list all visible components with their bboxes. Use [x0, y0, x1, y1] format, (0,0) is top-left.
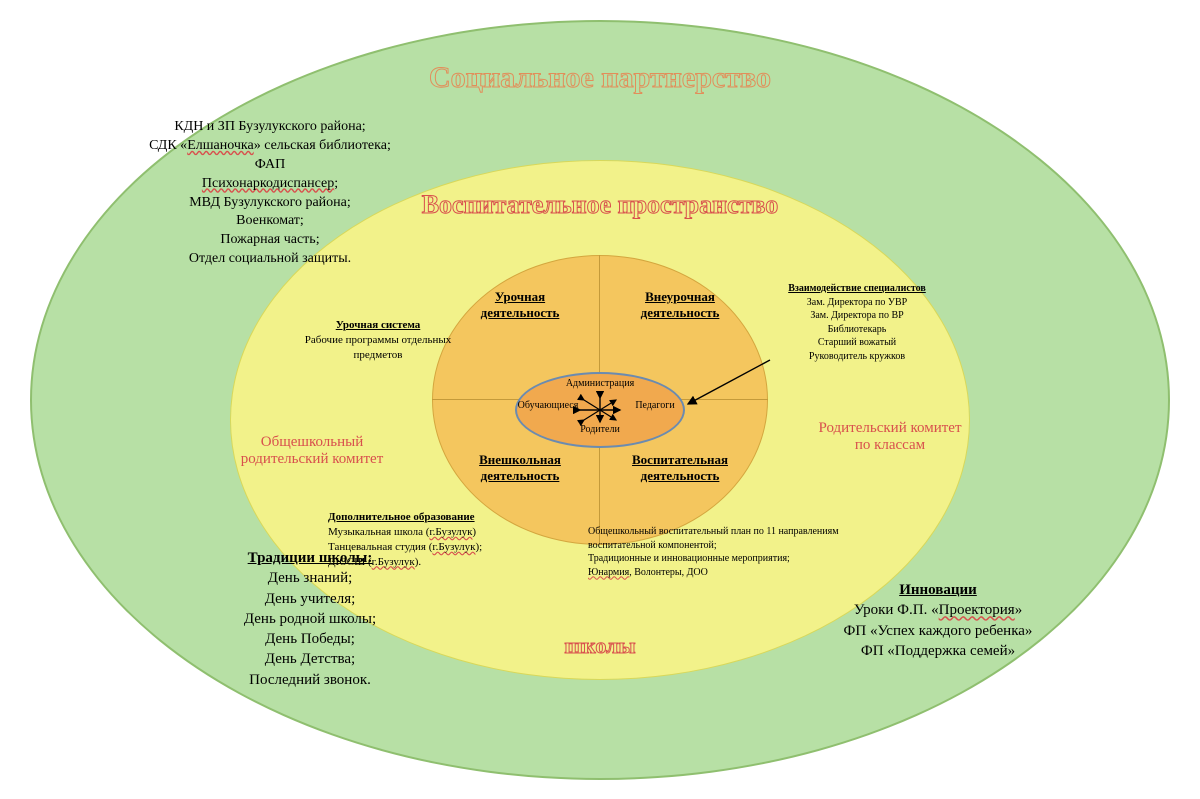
label-parent-committee-school: Общешкольныйродительский комитет	[202, 434, 422, 468]
block-innovations-line: Уроки Ф.П. «Проектория»	[818, 600, 1058, 620]
block-innovations-title: Инновации	[818, 580, 1058, 600]
block-vosp_plan: Общешкольный воспитательный план по 11 н…	[588, 525, 868, 579]
core-label-top: Администрация	[545, 378, 655, 389]
core-cross-arrows-icon	[570, 390, 630, 430]
block-traditions: Традиции школы:День знаний;День учителя;…	[200, 548, 420, 690]
block-partners-line: КДН и ЗП Бузулукского района;	[120, 118, 420, 137]
block-specialists-line: Зам. Директора по ВР	[762, 309, 952, 323]
block-specialists-line: Библиотекарь	[762, 323, 952, 337]
block-traditions-line: День учителя;	[200, 589, 420, 609]
pointer-line-icon	[682, 354, 776, 410]
quad-br: Воспитательнаядеятельность	[610, 452, 750, 484]
block-partners: КДН и ЗП Бузулукского района;СДК «Елшано…	[120, 118, 420, 269]
label-parent-committee-class: Родительский комитетпо классам	[780, 420, 1000, 454]
block-specialists-line: Руководитель кружков	[762, 350, 952, 364]
block-traditions-line: День Победы;	[200, 629, 420, 649]
quad-bl: Внешкольнаядеятельность	[450, 452, 590, 484]
block-dop_obr-line: Музыкальная школа (г.Бузулук)	[328, 525, 588, 540]
block-traditions-line: День родной школы;	[200, 609, 420, 629]
block-partners-line: СДК «Елшаночка» сельская библиотека;	[120, 137, 420, 156]
quad-tr: Внеурочнаядеятельность	[610, 289, 750, 321]
block-urochnaya_system: Урочная системаРабочие программы отдельн…	[303, 318, 453, 363]
block-partners-line: Пожарная часть;	[120, 231, 420, 250]
block-urochnaya_system-title: Урочная система	[303, 318, 453, 333]
block-partners-line: Психонаркодиспансер;	[120, 175, 420, 194]
block-innovations-line: ФП «Поддержка семей»	[818, 641, 1058, 661]
block-innovations-line: ФП «Успех каждого ребенка»	[818, 621, 1058, 641]
block-specialists-line: Старший вожатый	[762, 336, 952, 350]
block-traditions-line: Последний звонок.	[200, 670, 420, 690]
block-traditions-line: День знаний;	[200, 568, 420, 588]
block-innovations: ИнновацииУроки Ф.П. «Проектория»ФП «Успе…	[818, 580, 1058, 661]
block-dop_obr-title: Дополнительное образование	[328, 510, 588, 525]
quad-tl: Урочнаядеятельность	[450, 289, 590, 321]
block-specialists-title: Взаимодействие специалистов	[762, 282, 952, 296]
block-vosp_plan-line: Общешкольный воспитательный план по 11 н…	[588, 525, 868, 552]
title-outer: Социальное партнерство	[0, 61, 1200, 95]
block-specialists: Взаимодействие специалистовЗам. Директор…	[762, 282, 952, 363]
block-traditions-title: Традиции школы:	[200, 548, 420, 568]
block-traditions-line: День Детства;	[200, 649, 420, 669]
block-partners-line: МВД Бузулукского района;	[120, 194, 420, 213]
block-partners-line: Отдел социальной защиты.	[120, 250, 420, 269]
block-vosp_plan-line: Юнармия, Волонтеры, ДОО	[588, 566, 868, 580]
block-partners-line: ФАП	[120, 156, 420, 175]
block-specialists-line: Зам. Директора по УВР	[762, 296, 952, 310]
block-vosp_plan-line: Традиционные и инновационные мероприятия…	[588, 552, 868, 566]
block-partners-line: Военкомат;	[120, 212, 420, 231]
block-urochnaya_system-line: Рабочие программы отдельных предметов	[303, 333, 453, 363]
diagram-stage: Социальное партнерствоВоспитательное про…	[0, 0, 1200, 799]
